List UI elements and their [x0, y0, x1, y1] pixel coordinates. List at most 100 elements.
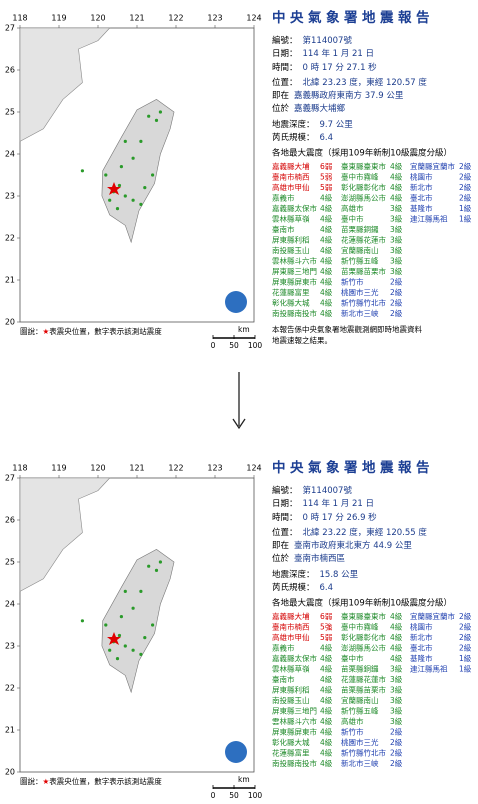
station-level: 2級: [390, 287, 403, 297]
station-level: 2級: [459, 161, 472, 171]
station-name: 連江縣馬祖: [410, 214, 448, 224]
station-level: 4級: [390, 622, 403, 632]
scale-unit: km: [238, 325, 250, 334]
station-marker: [154, 568, 159, 573]
station-level: 2級: [390, 277, 403, 287]
report-field: 地震深度： 9.7 公里: [272, 119, 353, 130]
x-tick-label: 119: [51, 14, 66, 23]
field-label: 位於: [272, 103, 290, 114]
station-name: 基隆市: [410, 653, 433, 663]
station-marker: [123, 194, 127, 198]
station-name: 嘉義市: [272, 643, 295, 653]
field-value: 嘉義縣大埔鄉: [294, 103, 346, 114]
station-name: 臺北市: [410, 193, 433, 203]
station-level: 4級: [320, 674, 333, 684]
station-level: 4級: [320, 287, 333, 297]
station-name: 南投縣南投市: [272, 758, 317, 768]
report-field: 即在 嘉義縣政府東南方 37.9 公里: [272, 90, 404, 101]
station-marker: [117, 183, 122, 188]
station-name: 臺南市: [272, 674, 295, 684]
station-name: 彰化縣大城: [272, 298, 310, 308]
station-name: 雲林縣草嶺: [272, 214, 310, 224]
station-name: 屏東縣屏東市: [272, 277, 317, 287]
field-value: 6.4: [320, 133, 334, 143]
report-field: 時間： 0 時 17 分 27.1 秒: [272, 62, 377, 73]
station-level: 4級: [320, 193, 333, 203]
station-marker: [115, 207, 120, 211]
station-level: 6弱: [320, 612, 332, 621]
legend-part: 表震央位置，數字表示該測站震度: [49, 326, 162, 336]
station-level: 2級: [459, 611, 472, 621]
station-name: 新竹縣五峰: [341, 706, 379, 716]
station-level: 4級: [320, 643, 333, 653]
scale-label: 0: [211, 791, 216, 800]
station-name: 嘉義縣大埔: [272, 161, 310, 171]
station-name: 新北市: [410, 182, 433, 192]
station-name: 新北市三峽: [341, 758, 379, 768]
station-level: 1級: [459, 664, 472, 674]
report-field: 位於 嘉義縣大埔鄉: [272, 103, 346, 114]
x-tick-label: 120: [90, 464, 105, 473]
station-marker: [123, 589, 127, 594]
field-value: 北緯 23.22 度，東經 120.55 度: [303, 527, 428, 538]
station-level: 4級: [320, 653, 333, 663]
station-name: 連江縣馬祖: [410, 664, 448, 674]
station-marker: [119, 615, 123, 619]
station-name: 桃園市三光: [341, 287, 379, 297]
field-value: 114 年 1 月 21 日: [303, 498, 374, 509]
station-level: 4級: [320, 214, 333, 224]
station-marker: [80, 169, 84, 173]
station-marker: [108, 198, 112, 202]
station-name: 苗栗縣銅鑼: [341, 224, 379, 234]
map-legend: 圖說：★表震央位置，數字表示該測站震度: [20, 326, 162, 336]
station-marker: [108, 648, 112, 652]
y-tick-label: 25: [5, 558, 15, 567]
station-level: 4級: [320, 245, 333, 255]
station-name: 花蓮縣花蓮市: [341, 674, 386, 684]
field-value: 9.7 公里: [320, 120, 354, 130]
station-level: 3級: [390, 256, 403, 266]
report-title: 中央氣象署地震報告: [272, 9, 434, 26]
station-name: 花蓮縣富里: [272, 287, 310, 297]
field-value: 第114007號: [303, 485, 353, 496]
report-field: 編號： 第114007號: [272, 35, 352, 46]
station-marker: [154, 118, 159, 122]
scale-label: 0: [211, 341, 216, 350]
station-level: 1級: [459, 214, 472, 224]
station-level: 4級: [320, 308, 333, 318]
x-tick-label: 123: [207, 14, 222, 23]
station-name: 嘉義縣太保市: [272, 203, 317, 213]
station-level: 2級: [459, 193, 472, 203]
station-marker: [123, 644, 127, 648]
report-field: 日期： 114 年 1 月 21 日: [272, 498, 374, 509]
x-tick-label: 124: [246, 14, 261, 23]
station-name: 新竹縣竹北市: [341, 748, 386, 758]
station-level: 2級: [459, 172, 472, 182]
earthquake-report: 118 119 120 121 122 123 124 20 21 22 23 24 25 26 27 圖說：…: [5, 459, 472, 800]
station-level: 4級: [320, 266, 333, 276]
taiwan-island: [101, 549, 175, 694]
station-name: 南投縣玉山: [272, 245, 310, 255]
station-name: 臺中市: [341, 653, 364, 663]
station-level: 3級: [390, 706, 403, 716]
station-level: 2級: [390, 758, 403, 768]
field-value: 北緯 23.23 度，東經 120.57 度: [303, 77, 428, 88]
station-level: 6弱: [320, 162, 332, 171]
legend-part: 圖說：: [20, 326, 43, 336]
station-name: 南投縣南投市: [272, 308, 317, 318]
station-level: 5弱: [320, 633, 332, 642]
station-level: 3級: [390, 685, 403, 695]
station-marker: [139, 652, 143, 657]
x-tick-label: 123: [207, 464, 222, 473]
scale-unit: km: [238, 775, 250, 784]
station-level: 2級: [390, 298, 403, 308]
report-title: 中央氣象署地震報告: [272, 459, 434, 476]
y-tick-label: 25: [5, 108, 15, 117]
station-level: 4級: [320, 235, 333, 245]
station-marker: [147, 114, 151, 118]
station-marker: [139, 589, 143, 594]
station-name: 苗栗縣苗栗市: [341, 685, 386, 695]
station-marker: [151, 623, 155, 627]
report-field: 即在 臺南市政府東北東方 44.9 公里: [272, 540, 412, 551]
station-marker: [147, 564, 151, 568]
